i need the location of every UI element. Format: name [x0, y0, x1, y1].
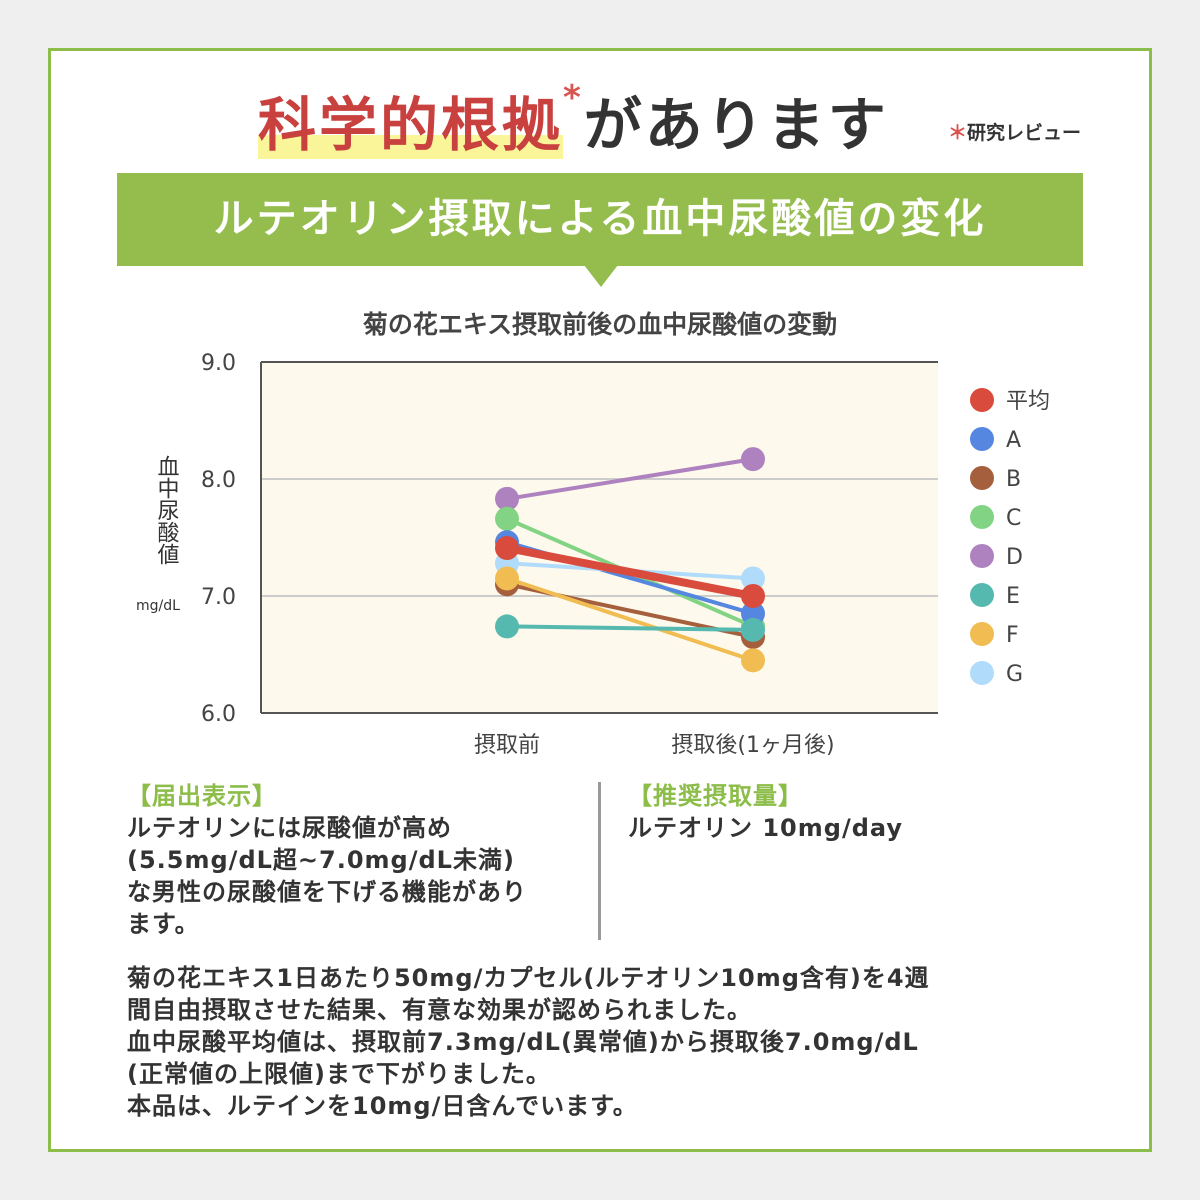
description-line: 本品は、ルテインを10mg/日含んでいます。	[127, 1092, 638, 1120]
dosage-box: 【推奨摂取量】 ルテオリン 10mg/day	[628, 780, 903, 844]
y-tick-label: 6.0	[201, 702, 236, 727]
y-tick-label: 7.0	[201, 585, 236, 610]
data-point-D	[741, 447, 765, 472]
notice-heading: 【届出表示】	[127, 782, 277, 810]
footnote: ＊研究レビュー	[948, 118, 1081, 145]
data-point-E	[495, 614, 519, 639]
legend-marker-C	[970, 505, 994, 529]
y-axis-unit: mg/dL	[136, 598, 180, 614]
legend-marker-B	[970, 466, 994, 490]
dosage-heading: 【推奨摂取量】	[628, 782, 803, 810]
footnote-text: 研究レビュー	[967, 122, 1082, 144]
legend-label: 平均	[1006, 389, 1050, 414]
headline-highlight: 科学的根拠	[258, 91, 564, 159]
headline-rest: があります	[583, 91, 889, 159]
data-point-G	[741, 566, 765, 591]
legend-label: G	[1006, 662, 1023, 687]
headline-asterisk: *	[563, 78, 584, 118]
description: 菊の花エキス1日あたり50mg/カプセル(ルテオリン10mg含有)を4週 間自由…	[127, 962, 930, 1122]
divider	[598, 782, 601, 940]
series-line-平均	[506, 544, 754, 600]
banner-pointer	[584, 265, 618, 287]
description-line: (正常値の上限値)まで下がりました。	[127, 1060, 551, 1088]
y-tick-label: 8.0	[201, 468, 236, 493]
series-line-E	[506, 624, 754, 632]
notice-line: な男性の尿酸値を下げる機能があり	[127, 878, 527, 906]
y-axis-label: 血中尿酸値	[152, 455, 180, 571]
legend-label: B	[1006, 467, 1021, 492]
legend-label: D	[1006, 545, 1023, 570]
data-point-平均	[495, 536, 519, 561]
data-point-E	[741, 617, 765, 642]
series-line-D	[506, 457, 754, 501]
description-line: 血中尿酸平均値は、摂取前7.3mg/dL(異常値)から摂取後7.0mg/dL	[127, 1028, 919, 1056]
y-tick-label: 9.0	[201, 351, 236, 376]
legend-marker-G	[970, 661, 994, 685]
notice-line: ます。	[127, 910, 200, 938]
data-point-F	[741, 648, 765, 673]
legend-marker-A	[970, 427, 994, 451]
dosage-text: ルテオリン 10mg/day	[628, 814, 903, 842]
description-line: 間自由摂取させた結果、有意な効果が認められました。	[127, 996, 752, 1024]
footnote-asterisk: ＊	[948, 122, 968, 144]
notice-box: 【届出表示】 ルテオリンには尿酸値が高め (5.5mg/dL超~7.0mg/dL…	[127, 780, 527, 940]
legend-marker-F	[970, 622, 994, 646]
legend-label: F	[1006, 623, 1019, 648]
legend-marker-E	[970, 583, 994, 607]
chart-title: 菊の花エキス摂取前後の血中尿酸値の変動	[362, 310, 838, 339]
x-tick-label: 摂取後(1ヶ月後)	[671, 733, 834, 758]
data-point-D	[495, 486, 519, 511]
plot-area	[261, 362, 938, 713]
notice-line: ルテオリンには尿酸値が高め	[127, 814, 452, 842]
series-line-F	[506, 576, 754, 663]
legend-label: E	[1006, 584, 1020, 609]
data-point-F	[495, 566, 519, 591]
notice-line: (5.5mg/dL超~7.0mg/dL未満)	[127, 846, 515, 874]
legend-label: A	[1006, 428, 1021, 453]
legend-marker-平均	[970, 388, 994, 412]
x-tick-label: 摂取前	[474, 733, 540, 758]
data-point-C	[495, 506, 519, 531]
legend-label: C	[1006, 506, 1021, 531]
description-line: 菊の花エキス1日あたり50mg/カプセル(ルテオリン10mg含有)を4週	[127, 964, 930, 992]
data-point-平均	[741, 584, 765, 608]
legend-marker-D	[970, 544, 994, 568]
headline: 科学的根拠*があります	[258, 78, 889, 162]
y-axis-label-text: 血中尿酸値	[153, 455, 179, 565]
banner: ルテオリン摂取による血中尿酸値の変化	[117, 173, 1083, 266]
